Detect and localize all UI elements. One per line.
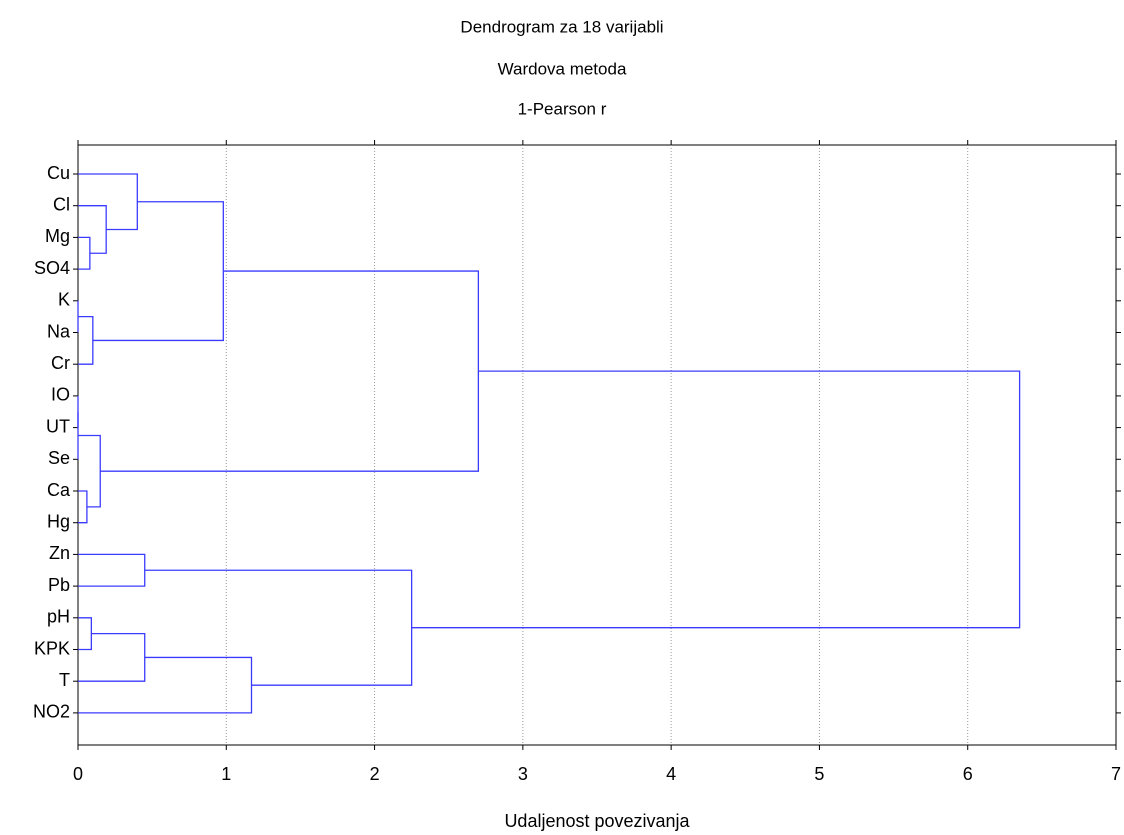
dendrogram-link (78, 236, 91, 270)
x-tick-label: 3 (518, 764, 528, 784)
dendrogram-link (78, 173, 138, 231)
leaf-label: IO (51, 385, 70, 405)
dendrogram-link (78, 633, 146, 682)
dendrogram-link (78, 316, 94, 365)
leaf-label: Na (47, 321, 71, 341)
x-axis-label: Udaljenost povezivanja (504, 811, 690, 831)
dendrogram-link (411, 370, 1021, 629)
leaf-label: SO4 (34, 258, 70, 278)
chart-subtitle: Wardova metoda (498, 59, 627, 78)
leaf-label: Mg (45, 226, 70, 246)
leaf-label: Cu (47, 163, 70, 183)
x-tick-label: 6 (963, 764, 973, 784)
chart-title: Dendrogram za 18 varijabli (460, 17, 663, 36)
dendrogram-link (144, 569, 413, 686)
leaf-label: Cr (51, 353, 70, 373)
x-tick-label: 2 (370, 764, 380, 784)
dendrogram-link (78, 656, 253, 714)
x-tick-label: 5 (814, 764, 824, 784)
leaf-label: UT (46, 416, 70, 436)
leaf-label: Pb (48, 575, 70, 595)
leaf-label: Se (48, 448, 70, 468)
leaf-label: Zn (49, 543, 70, 563)
leaf-label: Cl (53, 194, 70, 214)
dendrogram-link (100, 270, 480, 472)
leaf-label: Hg (47, 511, 70, 531)
leaf-label: T (59, 670, 70, 690)
dendrogram-link (78, 205, 107, 254)
leaf-label: Ca (47, 480, 71, 500)
dendrogram-link (92, 201, 224, 342)
leaf-label: KPK (34, 638, 70, 658)
dendrogram-link (78, 553, 146, 587)
leaf-label: K (58, 290, 70, 310)
chart-subtitle: 1-Pearson r (518, 99, 607, 118)
dendrogram-link (78, 490, 88, 524)
dendrogram-link (78, 617, 92, 651)
dendrogram-link (78, 434, 101, 508)
x-tick-label: 4 (666, 764, 676, 784)
leaf-label: NO2 (33, 702, 70, 722)
x-tick-label: 7 (1111, 764, 1121, 784)
leaf-label: pH (47, 607, 70, 627)
x-tick-label: 0 (73, 764, 83, 784)
plot-frame (77, 144, 1117, 746)
x-tick-label: 1 (221, 764, 231, 784)
